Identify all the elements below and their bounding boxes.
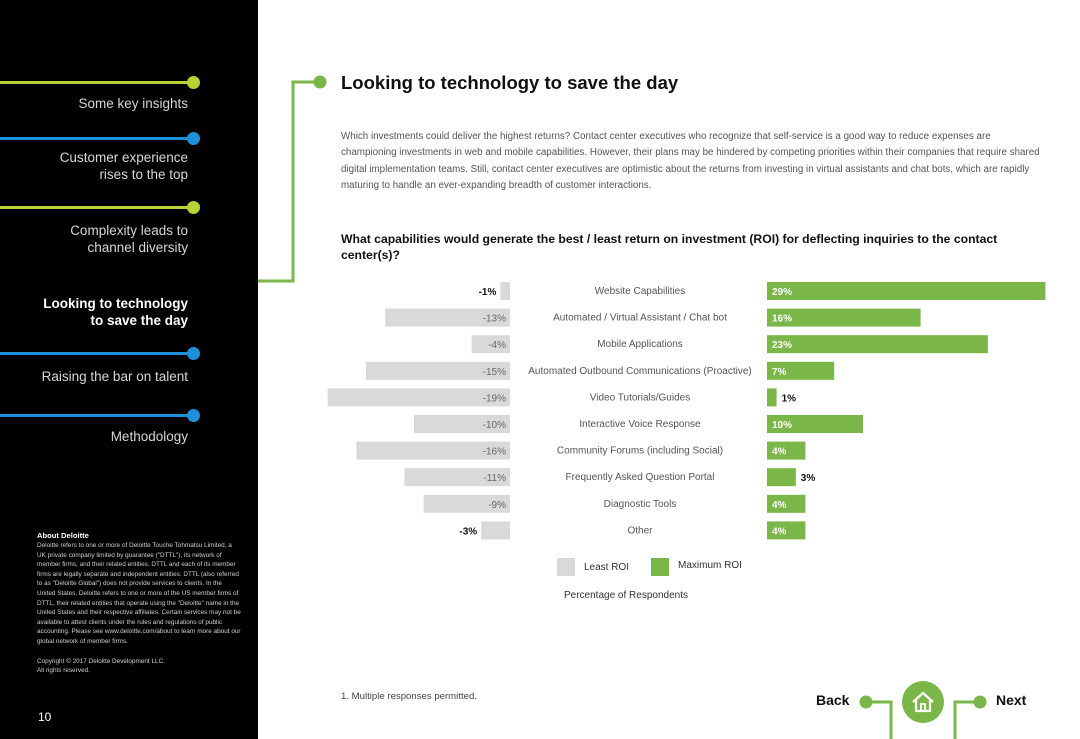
bar-label-least: -15% bbox=[483, 367, 506, 378]
category-label: Website Capabilities bbox=[595, 286, 685, 297]
page-title: Looking to technology to save the day bbox=[341, 72, 679, 93]
bar-max bbox=[767, 388, 777, 407]
bar-least bbox=[385, 308, 510, 327]
category-label: Interactive Voice Response bbox=[579, 419, 701, 430]
back-button[interactable]: Back bbox=[816, 692, 850, 708]
category-label: Community Forums (including Social) bbox=[557, 446, 723, 457]
bar-label-max: 3% bbox=[801, 473, 816, 484]
bar-label-least: -4% bbox=[488, 340, 506, 351]
nav-dot bbox=[187, 132, 200, 145]
footnote: 1. Multiple responses permitted. bbox=[341, 691, 477, 702]
bar-max bbox=[767, 282, 1046, 300]
nav-line bbox=[0, 414, 194, 417]
category-label: Frequently Asked Question Portal bbox=[566, 472, 715, 483]
intro-paragraph: Which investments could deliver the high… bbox=[341, 131, 1040, 191]
bar-label-max: 10% bbox=[772, 420, 792, 431]
bar-max bbox=[767, 415, 863, 433]
nav-dot bbox=[187, 201, 200, 214]
bar-label-max: 4% bbox=[772, 526, 787, 537]
bar-least bbox=[500, 282, 510, 300]
sidebar-item-3[interactable]: Complexity leads to channel diversity bbox=[70, 223, 188, 255]
page-number: 10 bbox=[38, 710, 52, 724]
bar-max bbox=[767, 521, 806, 540]
nav-dot bbox=[187, 347, 200, 360]
bar-label-max: 4% bbox=[772, 500, 787, 511]
nav-dot bbox=[187, 409, 200, 422]
legend-label-max: Maximum ROI bbox=[678, 560, 742, 571]
nav-line bbox=[0, 137, 194, 140]
bar-label-least: -9% bbox=[488, 500, 506, 511]
bar-max bbox=[767, 494, 806, 513]
nav-line bbox=[0, 206, 194, 209]
category-label: Diagnostic Tools bbox=[604, 499, 677, 510]
bar-max bbox=[767, 468, 796, 487]
sidebar-item-4[interactable]: Looking to technology to save the day bbox=[43, 296, 188, 328]
bar-max bbox=[767, 361, 835, 380]
category-label: Mobile Applications bbox=[597, 339, 683, 350]
about-body: Deloitte refers to one or more of Deloit… bbox=[37, 542, 241, 645]
bar-label-least: -16% bbox=[483, 447, 506, 458]
about-title: About Deloitte bbox=[37, 531, 89, 540]
bar-label-least: -1% bbox=[479, 287, 497, 298]
category-label: Automated Outbound Communications (Proac… bbox=[528, 366, 751, 377]
bar-least bbox=[327, 388, 510, 407]
sidebar-item-5[interactable]: Raising the bar on talent bbox=[41, 369, 188, 384]
sidebar-item-2[interactable]: Customer experience rises to the top bbox=[59, 150, 188, 182]
bar-least bbox=[356, 441, 510, 460]
bar-label-least: -13% bbox=[483, 314, 506, 325]
legend-note: Percentage of Respondents bbox=[564, 590, 688, 601]
bar-label-max: 16% bbox=[772, 314, 792, 325]
bar-least bbox=[404, 468, 510, 487]
bar-least bbox=[414, 415, 510, 433]
about-deloitte: About Deloitte Deloitte refers to one or… bbox=[37, 531, 242, 676]
bar-label-max: 7% bbox=[772, 367, 787, 378]
home-button[interactable] bbox=[902, 681, 944, 723]
copyright: Copyright © 2017 Deloitte Development LL… bbox=[37, 657, 165, 675]
nav-line bbox=[0, 81, 194, 84]
bar-least bbox=[366, 361, 510, 380]
bar-label-max: 29% bbox=[772, 287, 792, 298]
home-icon bbox=[912, 691, 934, 713]
nav-dot bbox=[187, 76, 200, 89]
bar-label-least: -3% bbox=[459, 526, 477, 537]
bar-label-least: -19% bbox=[483, 393, 506, 404]
bar-max bbox=[767, 308, 921, 327]
bar-least bbox=[423, 494, 510, 513]
bar-label-least: -11% bbox=[483, 473, 506, 484]
bar-label-max: 1% bbox=[782, 393, 797, 404]
bar-least bbox=[481, 521, 510, 540]
legend-swatch-max bbox=[651, 558, 669, 576]
sidebar: Some key insights Customer experience ris… bbox=[0, 0, 258, 739]
bar-least bbox=[471, 335, 510, 354]
bar-label-least: -10% bbox=[483, 420, 506, 431]
sidebar-item-1[interactable]: Some key insights bbox=[78, 96, 188, 111]
sidebar-item-6[interactable]: Methodology bbox=[110, 429, 188, 444]
legend-label-least: Least ROI bbox=[584, 562, 630, 573]
bar-max bbox=[767, 335, 988, 354]
category-label: Automated / Virtual Assistant / Chat bot bbox=[553, 313, 727, 324]
next-button[interactable]: Next bbox=[996, 692, 1027, 708]
chart-question: What capabilities would generate the bes… bbox=[341, 232, 998, 262]
category-label: Other bbox=[627, 525, 653, 536]
category-label: Video Tutorials/Guides bbox=[590, 392, 690, 403]
bar-label-max: 23% bbox=[772, 340, 792, 351]
legend-swatch-least bbox=[557, 558, 575, 576]
bar-max bbox=[767, 441, 806, 460]
bar-label-max: 4% bbox=[772, 447, 787, 458]
nav-line bbox=[0, 352, 194, 355]
